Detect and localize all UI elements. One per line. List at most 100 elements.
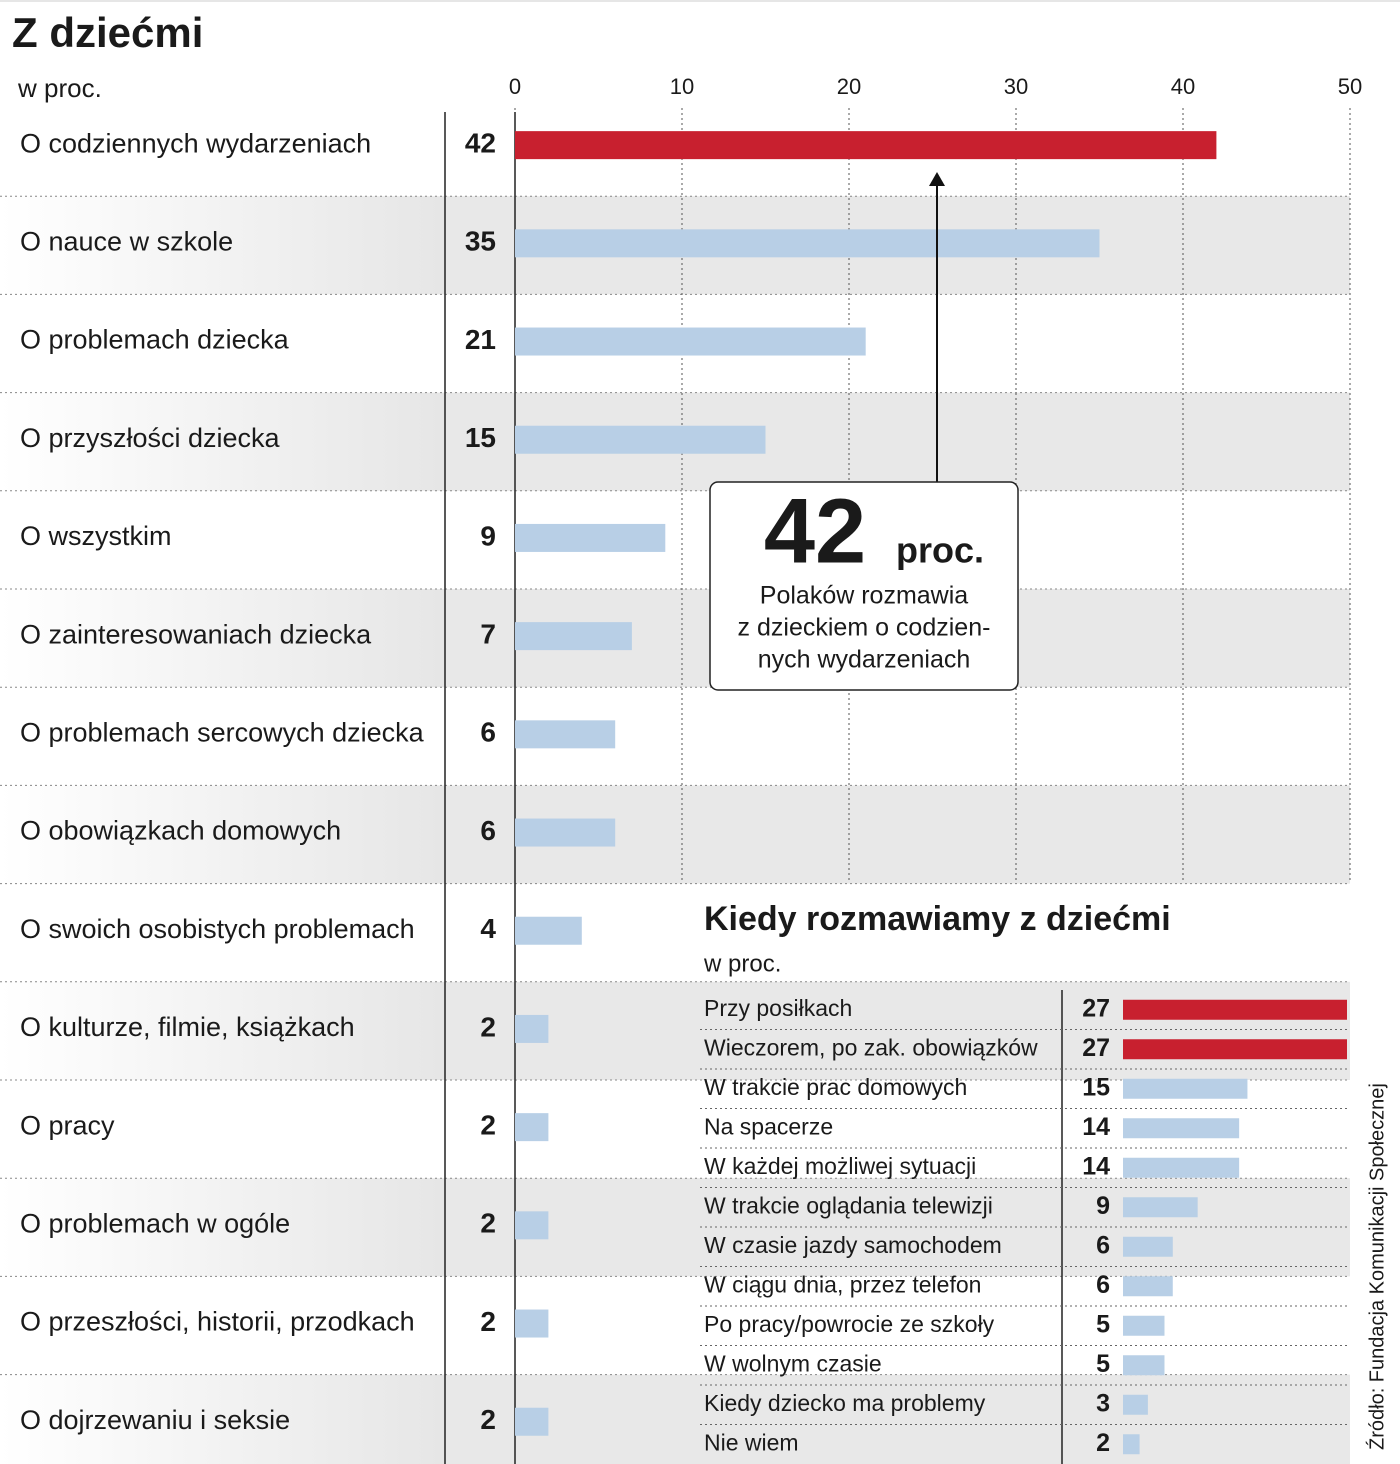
value-label: 2 [480, 1011, 496, 1042]
bar [1123, 1118, 1240, 1139]
value-label: 6 [1096, 1231, 1110, 1259]
chart-title: Z dziećmi [12, 9, 203, 56]
bar [1123, 1434, 1140, 1455]
callout-unit: proc. [896, 530, 984, 571]
category-label: Kiedy dziecko ma problemy [704, 1390, 986, 1416]
value-label: 2 [1096, 1429, 1110, 1457]
row-band [0, 196, 445, 295]
bar [515, 1014, 549, 1043]
callout-box [709, 481, 1019, 691]
arrow-head [929, 172, 945, 186]
value-label: 27 [1082, 994, 1110, 1022]
callout-text: nych wydarzeniach [758, 646, 971, 674]
value-label: 2 [480, 1404, 496, 1435]
callout-text: z dzieckiem o codzien- [738, 614, 991, 642]
bar [1123, 999, 1347, 1020]
bar [515, 1407, 549, 1436]
row-band [0, 589, 445, 688]
category-label: W ciągu dnia, przez telefon [704, 1271, 981, 1297]
row-band [445, 1178, 1350, 1277]
row-band [445, 1374, 1350, 1464]
bar [515, 131, 1217, 160]
value-label: 6 [480, 717, 496, 748]
bar [1123, 1078, 1248, 1099]
callout-text: Polaków rozmawia [760, 582, 969, 610]
category-label: Wieczorem, po zak. obowiązków [704, 1034, 1038, 1060]
category-label: Przy posiłkach [704, 995, 852, 1021]
category-label: W czasie jazdy samochodem [704, 1232, 1002, 1258]
x-tick-label: 30 [1004, 74, 1028, 99]
row-band [0, 785, 445, 884]
value-label: 5 [1096, 1310, 1110, 1338]
value-label: 4 [480, 913, 496, 944]
value-label: 9 [1096, 1192, 1110, 1220]
bar [515, 229, 1100, 258]
category-label: W wolnym czasie [704, 1350, 882, 1376]
bar [515, 327, 866, 356]
category-label: O problemach sercowych dziecka [20, 717, 425, 747]
row-band [0, 1374, 445, 1464]
value-label: 14 [1082, 1152, 1110, 1180]
x-tick-label: 50 [1338, 74, 1362, 99]
category-label: W trakcie prac domowych [704, 1074, 967, 1100]
subtitle: w proc. [703, 950, 781, 977]
category-label: Po pracy/powrocie ze szkoły [704, 1311, 995, 1337]
row-band [0, 981, 445, 1080]
value-label: 15 [465, 422, 496, 453]
subtitle: w proc. [17, 73, 102, 103]
value-label: 6 [480, 815, 496, 846]
category-label: W każdej możliwej sytuacji [704, 1153, 976, 1179]
bar [515, 622, 632, 651]
category-label: O dojrzewaniu i seksie [20, 1405, 290, 1435]
bar [515, 818, 616, 847]
category-label: O problemach dziecka [20, 325, 290, 355]
category-label: O kulturze, filmie, książkach [20, 1012, 355, 1042]
category-label: W trakcie oglądania telewizji [704, 1192, 993, 1218]
value-label: 2 [480, 1208, 496, 1239]
bar [515, 720, 616, 749]
value-label: 42 [465, 128, 496, 159]
value-label: 35 [465, 226, 496, 257]
bar [515, 425, 766, 454]
x-tick-label: 0 [509, 74, 521, 99]
category-label: O zainteresowaniach dziecka [20, 619, 372, 649]
value-label: 3 [1096, 1389, 1110, 1417]
value-label: 9 [480, 520, 496, 551]
x-tick-label: 40 [1171, 74, 1195, 99]
category-label: O swoich osobistych problemach [20, 914, 415, 944]
bar [1123, 1394, 1148, 1415]
category-label: O przeszłości, historii, przodkach [20, 1307, 415, 1337]
category-label: Nie wiem [704, 1429, 799, 1455]
callout-value: 42 [764, 480, 866, 582]
bar [1123, 1236, 1173, 1257]
category-label: O wszystkim [20, 521, 172, 551]
bar [515, 1309, 549, 1338]
value-label: 15 [1082, 1073, 1110, 1101]
category-label: O przyszłości dziecka [20, 423, 281, 453]
x-tick-label: 10 [670, 74, 694, 99]
value-label: 7 [480, 619, 496, 650]
value-label: 14 [1082, 1113, 1110, 1141]
bar [515, 1113, 549, 1142]
bar [1123, 1276, 1173, 1297]
category-label: O obowiązkach domowych [20, 816, 341, 846]
value-label: 2 [480, 1110, 496, 1141]
value-label: 2 [480, 1306, 496, 1337]
category-label: O pracy [20, 1110, 115, 1140]
bar [1123, 1157, 1240, 1178]
row-band [0, 392, 445, 491]
bar [515, 523, 666, 552]
bar [1123, 1197, 1198, 1218]
bar [1123, 1039, 1347, 1060]
source: Źródło: Fundacja Komunikacji Społecznej [1365, 1083, 1388, 1450]
bar [515, 1211, 549, 1240]
x-tick-label: 20 [837, 74, 861, 99]
bar [1123, 1355, 1165, 1376]
bar [1123, 1315, 1165, 1336]
value-label: 5 [1096, 1350, 1110, 1378]
category-label: Na spacerze [704, 1113, 833, 1139]
value-label: 6 [1096, 1271, 1110, 1299]
row-band [0, 1178, 445, 1277]
category-label: O problemach w ogóle [20, 1208, 290, 1238]
